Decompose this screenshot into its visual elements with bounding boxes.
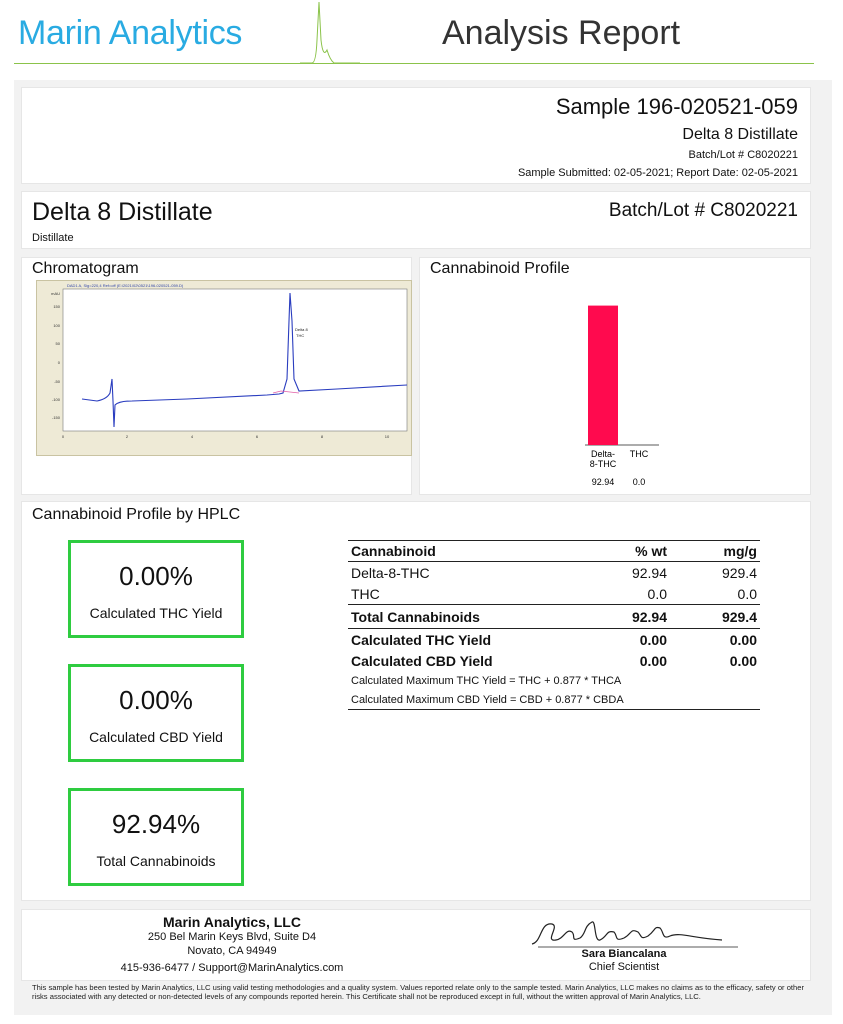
y-tick-label: mAU — [51, 291, 60, 296]
mg-per-g: 929.4 — [721, 564, 757, 581]
profile-value-label: 0.0 — [633, 477, 646, 487]
total-row: Total Cannabinoids 92.94 929.4 — [348, 604, 760, 629]
formula-note: Calculated Maximum CBD Yield = CBD + 0.8… — [348, 690, 760, 710]
y-tick-label: 0 — [58, 360, 61, 365]
x-tick-label: 2 — [126, 434, 129, 439]
kpi-value: 0.00% — [119, 685, 193, 715]
profile-bar — [588, 305, 618, 445]
sample-name: Delta 8 Distillate — [682, 126, 798, 143]
chromatogram-plot: DAD1 A, Sig=220,4 Ref=off (E:\2021\02\05… — [51, 283, 408, 439]
table-header-row: Cannabinoid % wt mg/g — [348, 540, 760, 562]
kpi-total-cannabinoids: 92.94% Total Cannabinoids — [68, 788, 244, 886]
mg-per-g: 0.0 — [737, 585, 757, 602]
pct-wt: 0.0 — [647, 585, 667, 602]
kpi-thc-yield: 0.00% Calculated THC Yield — [68, 540, 244, 638]
pct-wt: 92.94 — [631, 564, 667, 581]
x-tick-label: 8 — [321, 434, 324, 439]
calc-mg: 0.00 — [729, 652, 757, 669]
kpi-value: 92.94% — [111, 809, 201, 839]
company-contact: 415-936-6477 / Support@MarinAnalytics.co… — [120, 962, 344, 974]
calc-pct: 0.00 — [584, 628, 670, 650]
company-address-line2: Novato, CA 94949 — [187, 945, 277, 957]
x-tick-label: 6 — [256, 434, 259, 439]
calc-label: Calculated THC Yield — [348, 628, 584, 650]
profile-value-label: 92.94 — [592, 477, 615, 487]
column-header: mg/g — [670, 540, 760, 562]
calc-row: Calculated THC Yield 0.00 0.00 — [348, 628, 760, 650]
table-row: THC 0.0 0.0 — [348, 583, 760, 605]
calc-mg: 0.00 — [670, 628, 760, 650]
y-tick-label: -100 — [52, 397, 61, 402]
peak-label: Delta 8 — [295, 327, 308, 332]
results-table: Cannabinoid % wt mg/g Delta-8-THC 92.94 … — [348, 540, 760, 710]
calc-label: Calculated CBD Yield — [351, 652, 493, 669]
kpi-label: Total Cannabinoids — [96, 853, 216, 869]
sample-info-panel: Sample 196-020521-059 Delta 8 Distillate… — [22, 88, 810, 183]
x-tick-label: 4 — [191, 434, 194, 439]
chromatogram-panel: Chromatogram DAD1 A, Sig=220,4 Ref=off (… — [22, 258, 412, 494]
profile-category-label: Delta- — [591, 449, 615, 459]
total-pct: 92.94 — [584, 604, 670, 629]
y-tick-label: -50 — [54, 379, 61, 384]
y-tick-label: -150 — [52, 415, 61, 420]
formula-note: Calculated Maximum THC Yield = THC + 0.8… — [351, 674, 622, 687]
product-name: Delta 8 Distillate — [32, 198, 213, 226]
hplc-title: Cannabinoid Profile by HPLC — [32, 506, 241, 523]
total-mg: 929.4 — [670, 604, 760, 629]
profile-title: Cannabinoid Profile — [430, 260, 570, 277]
cannabinoid-name: Delta-8-THC — [351, 564, 430, 581]
kpi-label: Calculated THC Yield — [89, 605, 223, 621]
product-type: Distillate — [32, 232, 74, 244]
chromatogram-image: DAD1 A, Sig=220,4 Ref=off (E:\2021\02\05… — [36, 280, 412, 456]
x-tick-label: 0 — [62, 434, 65, 439]
note-row: Calculated Maximum CBD Yield = CBD + 0.8… — [348, 690, 760, 710]
product-panel: Delta 8 Distillate Distillate Batch/Lot … — [22, 192, 810, 248]
signer-title: Chief Scientist — [588, 961, 660, 973]
table-row: Delta-8-THC 92.94 929.4 — [348, 562, 760, 584]
company-name: Marin Analytics, LLC — [163, 914, 301, 930]
profile-chart: Delta-8-THC 92.94 THC 0.0 — [585, 305, 659, 487]
report-title: Analysis Report — [442, 14, 681, 52]
column-header: % wt — [584, 540, 670, 562]
header-peak-graphic — [300, 1, 360, 64]
sample-batch: Batch/Lot # C8020221 — [688, 149, 798, 161]
cannabinoid-name: THC — [351, 585, 380, 602]
profile-category-label: THC — [630, 449, 649, 459]
company-address-line1: 250 Bel Marin Keys Blvd, Suite D4 — [147, 931, 317, 943]
calc-row: Calculated CBD Yield 0.00 0.00 — [348, 650, 760, 671]
sample-id: Sample 196-020521-059 — [555, 94, 798, 119]
header-divider — [14, 63, 814, 64]
disclaimer-text: This sample has been tested by Marin Ana… — [32, 983, 805, 1001]
cannabinoid-profile-panel: Cannabinoid Profile Delta- 8-THC 92.94 THC 0… — [420, 258, 810, 494]
peak-label: THC — [296, 333, 304, 338]
kpi-label: Calculated CBD Yield — [89, 729, 223, 745]
footer-panel: Marin Analytics, LLC 250 Bel Marin Keys … — [22, 910, 810, 980]
chromatogram-title: Chromatogram — [32, 260, 139, 277]
signer-name: Sara Biancalana — [581, 948, 667, 960]
calc-pct: 0.00 — [639, 652, 667, 669]
hplc-panel: Cannabinoid Profile by HPLC 0.00% Calcul… — [22, 502, 810, 900]
y-tick-label: 100 — [53, 323, 60, 328]
column-header: Cannabinoid — [348, 540, 584, 562]
brand-name: Marin Analytics — [18, 14, 243, 52]
y-tick-label: 50 — [56, 341, 61, 346]
signature-image — [531, 921, 738, 948]
sample-dates: Sample Submitted: 02-05-2021; Report Dat… — [517, 167, 798, 179]
chromatogram-header: DAD1 A, Sig=220,4 Ref=off (E:\2021\02\05… — [67, 283, 184, 288]
kpi-value: 0.00% — [119, 561, 193, 591]
y-tick-label: 150 — [53, 304, 60, 309]
product-batch: Batch/Lot # C8020221 — [608, 200, 798, 221]
profile-category-label: 8-THC — [590, 459, 617, 469]
note-row: Calculated Maximum THC Yield = THC + 0.8… — [348, 671, 760, 690]
x-tick-label: 10 — [385, 434, 390, 439]
total-label: Total Cannabinoids — [348, 604, 584, 629]
kpi-cbd-yield: 0.00% Calculated CBD Yield — [68, 664, 244, 762]
